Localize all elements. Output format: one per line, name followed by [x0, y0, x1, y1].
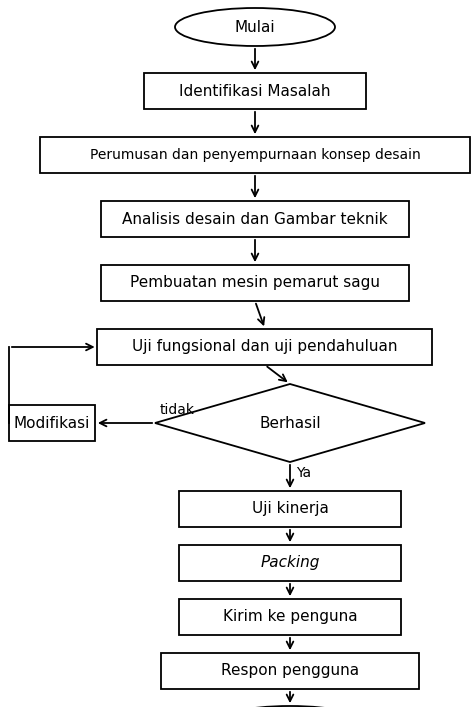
- Text: Kirim ke penguna: Kirim ke penguna: [223, 609, 357, 624]
- Text: Uji kinerja: Uji kinerja: [252, 501, 328, 517]
- Bar: [179, 491, 401, 527]
- Text: Respon pengguna: Respon pengguna: [221, 663, 359, 679]
- Bar: [179, 599, 401, 635]
- Text: Uji fungsional dan uji pendahuluan: Uji fungsional dan uji pendahuluan: [132, 339, 398, 354]
- Text: Pembuatan mesin pemarut sagu: Pembuatan mesin pemarut sagu: [130, 276, 380, 291]
- Bar: [40, 137, 470, 173]
- Text: tidak: tidak: [160, 403, 195, 417]
- Bar: [179, 545, 401, 581]
- Text: Berhasil: Berhasil: [259, 416, 321, 431]
- Text: Analisis desain dan Gambar teknik: Analisis desain dan Gambar teknik: [122, 211, 388, 226]
- Text: Ya: Ya: [296, 466, 311, 480]
- Text: Identifikasi Masalah: Identifikasi Masalah: [179, 83, 331, 98]
- Text: Mulai: Mulai: [235, 20, 275, 35]
- Bar: [98, 329, 432, 365]
- Bar: [144, 73, 366, 109]
- Text: Perumusan dan penyempurnaan konsep desain: Perumusan dan penyempurnaan konsep desai…: [90, 148, 420, 162]
- Bar: [161, 653, 419, 689]
- Bar: [101, 265, 409, 301]
- Text: Modifikasi: Modifikasi: [14, 416, 90, 431]
- Text: Packing: Packing: [260, 556, 319, 571]
- Bar: [9, 405, 95, 441]
- Bar: [101, 201, 409, 237]
